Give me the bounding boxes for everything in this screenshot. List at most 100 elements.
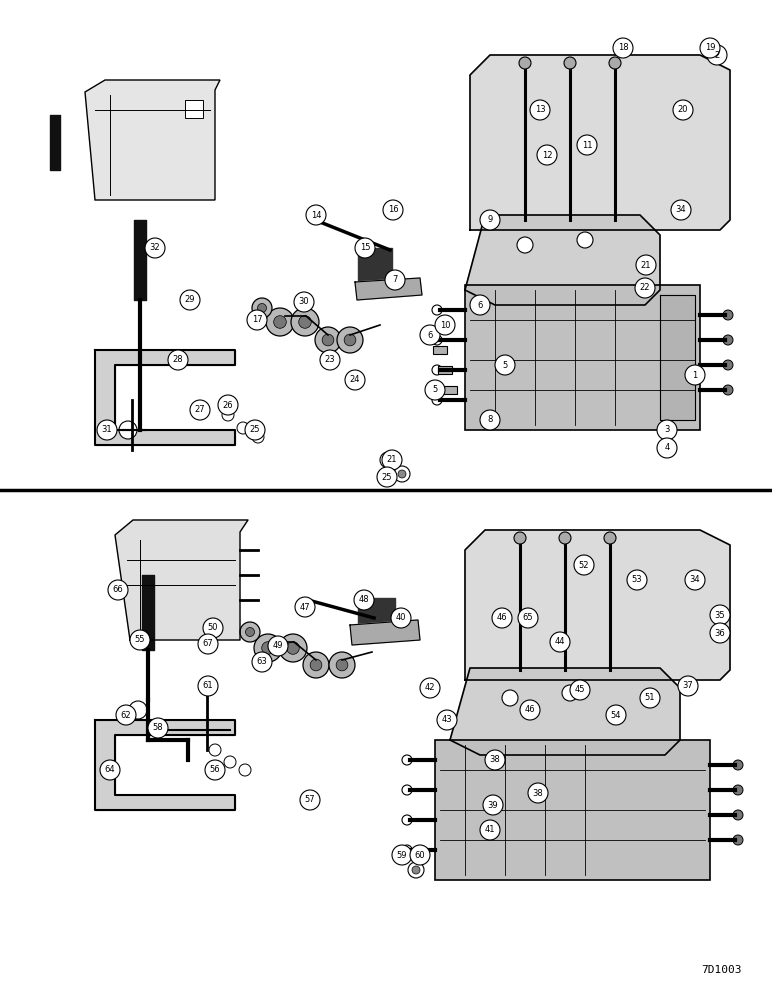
Circle shape (402, 755, 412, 765)
Circle shape (733, 785, 743, 795)
Text: 27: 27 (195, 406, 205, 414)
Circle shape (252, 652, 272, 672)
Circle shape (570, 680, 590, 700)
Circle shape (410, 845, 430, 865)
Circle shape (380, 452, 396, 468)
Bar (185, 100, 203, 118)
Circle shape (108, 580, 128, 600)
Bar (443, 386, 457, 394)
Text: 63: 63 (256, 658, 267, 666)
Text: 18: 18 (618, 43, 628, 52)
Circle shape (420, 325, 440, 345)
Circle shape (530, 100, 550, 120)
Text: 15: 15 (360, 243, 371, 252)
Text: 26: 26 (222, 400, 233, 410)
Circle shape (336, 659, 348, 671)
Text: 8: 8 (487, 416, 493, 424)
Circle shape (710, 623, 730, 643)
Circle shape (394, 466, 410, 482)
Text: 58: 58 (153, 724, 164, 732)
Circle shape (274, 316, 286, 328)
Circle shape (520, 700, 540, 720)
Text: 21: 21 (641, 260, 652, 269)
Polygon shape (470, 55, 730, 230)
Circle shape (286, 642, 300, 654)
Text: 50: 50 (208, 624, 218, 633)
Text: 24: 24 (350, 375, 361, 384)
Circle shape (518, 608, 538, 628)
Circle shape (245, 628, 255, 637)
Circle shape (382, 450, 402, 470)
Circle shape (198, 634, 218, 654)
Circle shape (483, 795, 503, 815)
Polygon shape (95, 350, 235, 445)
Circle shape (723, 310, 733, 320)
Circle shape (398, 851, 406, 859)
Text: 47: 47 (300, 602, 310, 611)
Circle shape (577, 232, 593, 248)
Circle shape (613, 38, 633, 58)
Circle shape (577, 135, 597, 155)
Circle shape (252, 431, 264, 443)
Text: 49: 49 (273, 642, 283, 650)
Circle shape (245, 420, 265, 440)
Circle shape (635, 278, 655, 298)
Circle shape (299, 316, 311, 328)
Circle shape (432, 335, 442, 345)
Text: 5: 5 (503, 360, 508, 369)
Text: 46: 46 (496, 613, 507, 622)
Circle shape (384, 456, 392, 464)
Polygon shape (355, 278, 422, 300)
Polygon shape (95, 720, 235, 810)
Text: 16: 16 (388, 206, 398, 215)
Circle shape (344, 334, 356, 346)
Bar (433, 346, 447, 354)
Text: 20: 20 (678, 105, 689, 114)
Text: 52: 52 (579, 560, 589, 570)
Circle shape (412, 866, 420, 874)
Circle shape (129, 701, 147, 719)
Circle shape (258, 304, 266, 312)
Text: 46: 46 (525, 706, 535, 714)
Circle shape (685, 365, 705, 385)
Circle shape (671, 200, 691, 220)
Text: 25: 25 (381, 473, 392, 482)
Text: 17: 17 (252, 316, 262, 324)
Circle shape (657, 438, 677, 458)
Circle shape (119, 421, 137, 439)
Circle shape (435, 315, 455, 335)
Circle shape (673, 100, 693, 120)
Circle shape (239, 764, 251, 776)
Circle shape (148, 718, 168, 738)
Circle shape (385, 270, 405, 290)
Circle shape (198, 676, 218, 696)
Circle shape (97, 420, 117, 440)
Text: 13: 13 (535, 105, 545, 114)
Text: 36: 36 (715, 629, 726, 638)
Circle shape (224, 756, 236, 768)
Circle shape (707, 45, 727, 65)
Text: 1: 1 (692, 370, 698, 379)
Circle shape (733, 810, 743, 820)
Circle shape (402, 815, 412, 825)
Text: 51: 51 (645, 694, 655, 702)
Circle shape (733, 835, 743, 845)
Text: 31: 31 (102, 426, 112, 434)
Text: 40: 40 (396, 613, 406, 622)
Circle shape (237, 422, 249, 434)
Circle shape (480, 210, 500, 230)
Circle shape (254, 634, 282, 662)
Text: 32: 32 (150, 243, 161, 252)
Circle shape (203, 618, 223, 638)
Circle shape (279, 634, 307, 662)
Circle shape (240, 622, 260, 642)
Circle shape (492, 608, 512, 628)
Polygon shape (350, 620, 420, 645)
Text: 37: 37 (682, 682, 693, 690)
Text: 25: 25 (250, 426, 260, 434)
Circle shape (266, 308, 294, 336)
Circle shape (315, 327, 341, 353)
Text: 22: 22 (640, 284, 650, 292)
Circle shape (100, 760, 120, 780)
Bar (438, 366, 452, 374)
